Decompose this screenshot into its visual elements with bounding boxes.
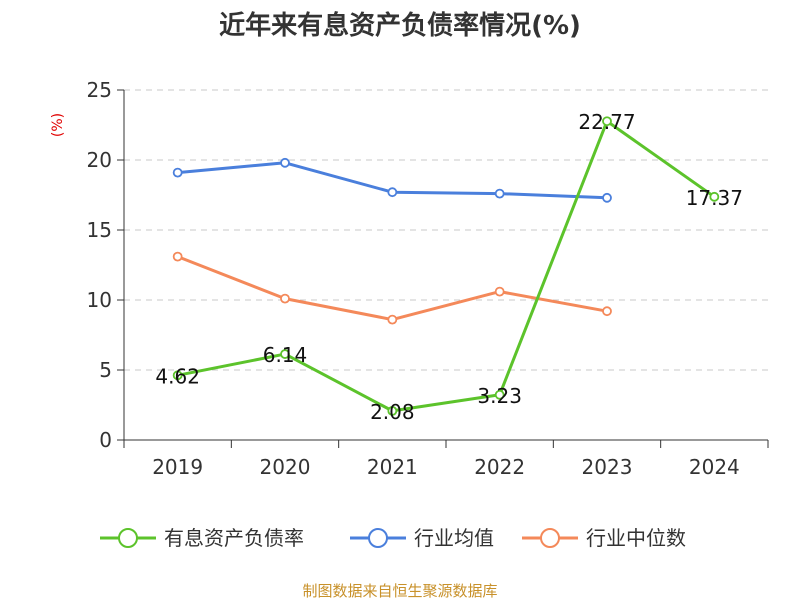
y-tick-label: 0 — [99, 428, 112, 452]
y-tick-label: 15 — [87, 218, 112, 242]
y-tick-label: 25 — [87, 78, 112, 102]
data-point[interactable] — [602, 192, 612, 203]
series-line — [177, 119, 716, 413]
data-point[interactable] — [602, 306, 612, 317]
legend-marker — [368, 528, 388, 548]
data-point[interactable] — [172, 370, 183, 381]
grid-lines — [124, 89, 768, 371]
legend-label: 行业中位数 — [586, 526, 686, 550]
y-tick-label: 5 — [99, 358, 112, 382]
series-1 — [172, 116, 720, 416]
data-point[interactable] — [280, 293, 290, 304]
data-label: 4.62 — [155, 364, 200, 388]
legend-marker — [118, 528, 138, 548]
data-point[interactable] — [172, 167, 183, 178]
legend[interactable]: 有息资产负债率 行业均值 行业中位数 — [100, 526, 686, 550]
data-label: 17.37 — [686, 186, 743, 210]
legend-marker — [540, 528, 560, 548]
data-labels: 4.62 6.14 2.08 3.23 22.77 17.37 — [155, 110, 743, 424]
data-label: 2.08 — [370, 400, 415, 424]
data-label: 6.14 — [263, 343, 308, 367]
legend-item[interactable]: 行业中位数 — [522, 526, 686, 550]
data-point[interactable] — [494, 389, 505, 400]
source-note: 制图数据来自恒生聚源数据库 — [302, 582, 497, 600]
y-tick-label: 10 — [87, 288, 112, 312]
y-axis-label: (%) — [50, 113, 66, 137]
x-tick-label: 2022 — [474, 455, 525, 479]
legend-item[interactable]: 有息资产负债率 — [100, 526, 304, 550]
data-point[interactable] — [709, 191, 720, 202]
data-point[interactable] — [494, 286, 505, 297]
y-tick-label: 20 — [87, 148, 112, 172]
x-tick-label: 2019 — [152, 455, 203, 479]
axes: 0 5 10 15 20 25 2019 2020 2021 2022 2023 2024 — [87, 78, 769, 479]
data-label: 3.23 — [477, 384, 522, 408]
chart-title: 近年来有息资产负债率情况(%) — [219, 10, 581, 41]
data-point[interactable] — [280, 157, 290, 168]
data-point[interactable] — [387, 314, 398, 325]
data-label: 22.77 — [578, 110, 635, 134]
data-point[interactable] — [387, 187, 398, 198]
legend-label: 行业均值 — [414, 526, 494, 550]
x-tick-label: 2020 — [260, 455, 311, 479]
series-2 — [172, 157, 612, 203]
legend-label: 有息资产负债率 — [164, 526, 304, 550]
x-tick-label: 2021 — [367, 455, 418, 479]
data-point[interactable] — [280, 349, 290, 359]
data-point[interactable] — [172, 251, 183, 262]
series-3 — [172, 251, 612, 325]
data-point[interactable] — [494, 188, 505, 199]
x-tick-label: 2024 — [689, 455, 740, 479]
data-point[interactable] — [387, 405, 398, 416]
x-tick-label: 2023 — [582, 455, 633, 479]
legend-item[interactable]: 行业均值 — [350, 526, 494, 550]
data-point[interactable] — [602, 116, 612, 127]
series-layer — [172, 116, 720, 416]
